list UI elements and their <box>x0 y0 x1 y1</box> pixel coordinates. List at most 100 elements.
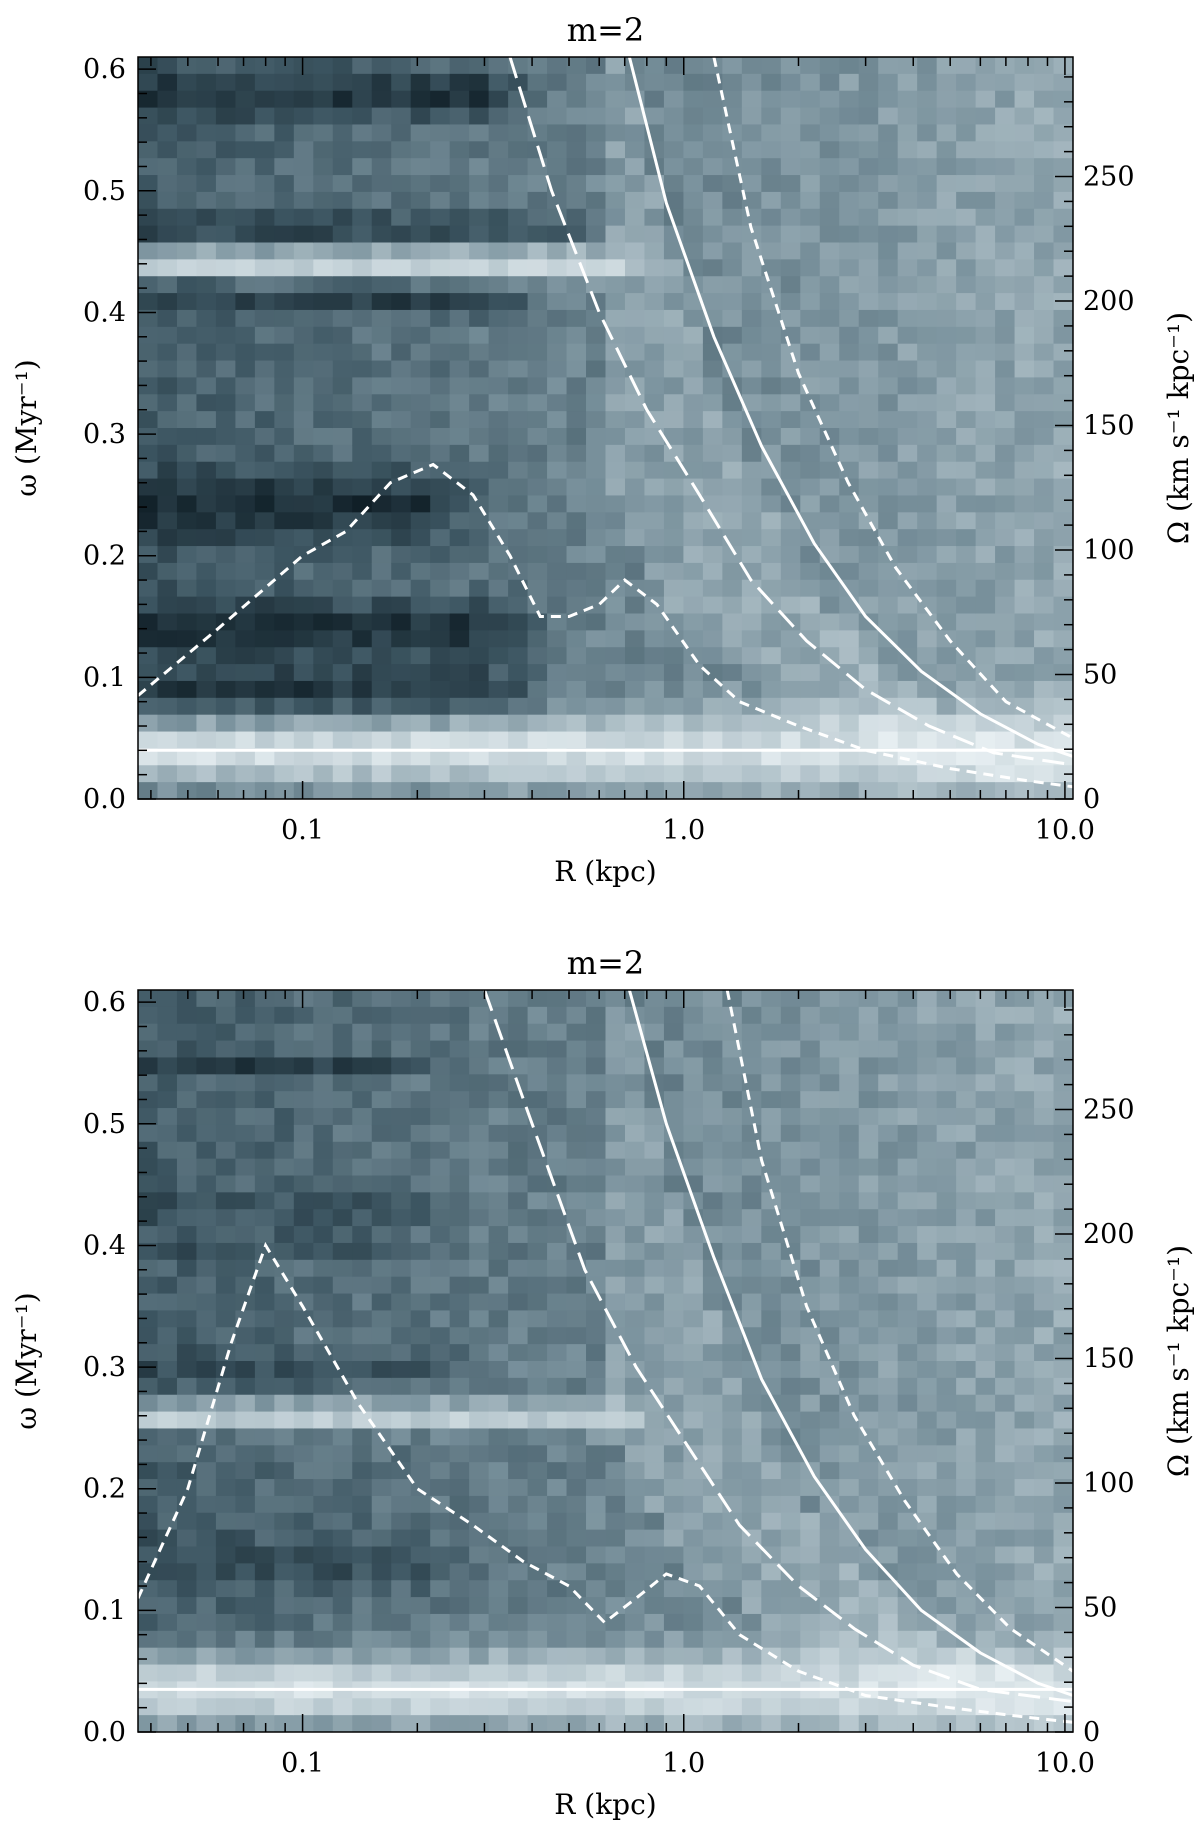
heatmap-cell <box>313 1495 334 1514</box>
heatmap-cell <box>858 411 879 429</box>
heatmap-cell <box>956 1108 977 1126</box>
heatmap-cell <box>508 512 529 530</box>
heatmap-cell <box>975 1310 996 1328</box>
heatmap-cell <box>722 1664 743 1683</box>
heatmap-cell <box>293 1040 314 1059</box>
heatmap-cell <box>800 1647 821 1666</box>
heatmap-cell <box>1053 1226 1073 1244</box>
heatmap-cell <box>449 107 470 126</box>
heatmap-cell <box>332 1209 353 1227</box>
heatmap-cell <box>975 1057 996 1075</box>
heatmap-cell <box>995 1445 1016 1463</box>
heatmap-cell <box>293 1192 314 1210</box>
heatmap-cell <box>839 1175 860 1193</box>
heatmap-cell <box>624 782 646 799</box>
heatmap-cell <box>761 647 782 665</box>
heatmap-cell <box>449 1546 470 1564</box>
heatmap-cell <box>371 141 392 159</box>
heatmap-cell <box>274 1242 295 1261</box>
heatmap-cell <box>566 428 587 446</box>
heatmap-cell <box>176 1242 198 1261</box>
heatmap-cell <box>352 124 373 142</box>
heatmap-cell <box>488 259 509 277</box>
heatmap-cell <box>702 731 723 750</box>
heatmap-cell <box>800 990 821 1008</box>
heatmap-cell <box>469 394 490 412</box>
heatmap-cell <box>683 191 704 210</box>
y2-tick-label: 200 <box>1083 1219 1135 1250</box>
heatmap-cell <box>157 478 178 497</box>
heatmap-cell <box>741 596 762 615</box>
heatmap-cell <box>410 1209 431 1227</box>
heatmap-cell <box>917 782 938 799</box>
heatmap-cell <box>138 1394 159 1413</box>
heatmap-cell <box>469 1057 490 1075</box>
heatmap-cell <box>605 461 626 480</box>
heatmap-cell <box>917 259 938 277</box>
heatmap-cell <box>975 478 996 497</box>
heatmap-cell <box>975 1175 996 1193</box>
heatmap-cell <box>917 394 938 412</box>
heatmap-cell <box>293 377 314 395</box>
heatmap-cell <box>586 765 607 783</box>
heatmap-cell <box>547 1006 568 1025</box>
heatmap-cell <box>274 1259 295 1278</box>
heatmap-cell <box>644 1462 665 1480</box>
heatmap-cell <box>702 1192 723 1210</box>
heatmap-cell <box>975 1462 996 1480</box>
heatmap-cell <box>488 512 509 530</box>
heatmap-cell <box>410 411 431 429</box>
heatmap-cell <box>722 1192 743 1210</box>
heatmap-cell <box>644 697 665 716</box>
heatmap-cell <box>332 1698 353 1716</box>
heatmap-cell <box>702 1529 723 1548</box>
heatmap-cell <box>780 546 801 564</box>
heatmap-cell <box>741 1411 762 1430</box>
heatmap-cell <box>702 478 723 497</box>
heatmap-cell <box>644 1715 665 1732</box>
heatmap-cell <box>1014 326 1035 345</box>
heatmap-cell <box>138 1276 159 1295</box>
heatmap-cell <box>391 782 412 799</box>
y-tick-label: 0.3 <box>83 1352 126 1383</box>
heatmap-cell <box>975 1580 996 1598</box>
heatmap-cell <box>605 276 626 294</box>
heatmap-cell <box>644 1613 665 1632</box>
heatmap-cell <box>858 242 879 260</box>
heatmap-cell <box>819 990 840 1008</box>
heatmap-cell <box>956 664 977 682</box>
heatmap-cell <box>274 326 295 345</box>
heatmap-cell <box>391 630 412 648</box>
heatmap-cell <box>274 158 295 176</box>
heatmap-cell <box>1053 562 1073 581</box>
heatmap-cell <box>274 1361 295 1379</box>
heatmap-cell <box>566 1479 587 1497</box>
heatmap-cell <box>371 1226 392 1244</box>
heatmap-cell <box>897 630 918 648</box>
heatmap-cell <box>391 411 412 429</box>
heatmap-cell <box>839 1647 860 1666</box>
heatmap-cell <box>683 1108 704 1126</box>
heatmap-cell <box>196 1664 217 1683</box>
heatmap-cell <box>430 1209 451 1227</box>
heatmap-cell <box>605 1698 626 1716</box>
heatmap-cell <box>235 1209 256 1227</box>
heatmap-cell <box>1014 259 1035 277</box>
heatmap-cell <box>1034 1057 1055 1075</box>
heatmap-cell <box>819 478 840 497</box>
heatmap-cell <box>605 1141 626 1160</box>
y-tick-label: 0.5 <box>83 176 126 207</box>
heatmap-cell <box>683 1023 704 1042</box>
heatmap-cell <box>508 1226 529 1244</box>
heatmap-cell <box>469 1124 490 1143</box>
heatmap-cell <box>605 1630 626 1649</box>
heatmap-cell <box>293 1226 314 1244</box>
heatmap-cell <box>741 141 762 159</box>
heatmap-cell <box>761 57 782 75</box>
heatmap-cell <box>839 428 860 446</box>
heatmap-cell <box>995 377 1016 395</box>
heatmap-cell <box>624 242 646 260</box>
heatmap-cell <box>741 107 762 126</box>
heatmap-cell <box>644 1276 665 1295</box>
heatmap-cell <box>780 1546 801 1564</box>
